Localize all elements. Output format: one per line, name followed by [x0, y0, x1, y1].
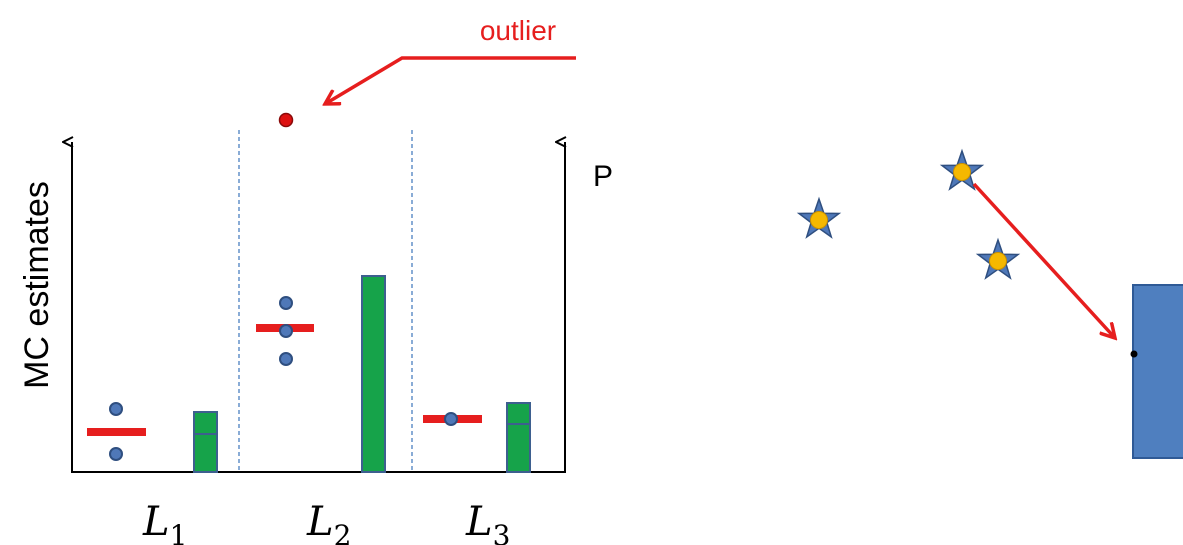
svg-text:L2: L2	[306, 499, 351, 545]
level-2-group	[256, 275, 386, 473]
probability-bar	[193, 411, 218, 473]
red-arrow	[972, 182, 1115, 338]
estimate-dot	[279, 352, 293, 366]
y-axis-label: MC estimates	[18, 181, 56, 389]
star-icon	[975, 237, 1021, 280]
svg-text:L1: L1	[142, 499, 187, 545]
level-subscript: 1	[170, 519, 188, 545]
level-label-2: L2	[306, 499, 351, 545]
level-1-group	[87, 402, 218, 473]
outlier-arrow	[325, 56, 576, 104]
svg-text:L3: L3	[465, 499, 510, 545]
level-label-1: L1	[142, 499, 187, 545]
level-label-3: L3	[465, 499, 510, 545]
estimate-dot	[444, 412, 458, 426]
outlier-label: outlier	[480, 15, 556, 46]
estimate-dot	[109, 402, 123, 416]
level-3-group	[423, 402, 531, 473]
level-name: L	[465, 499, 493, 545]
target-box	[1132, 284, 1183, 459]
estimate-dot	[279, 296, 293, 310]
level-name: L	[306, 499, 334, 545]
level-subscript: 2	[334, 519, 352, 545]
level-name: L	[142, 499, 170, 545]
probability-bar	[506, 402, 531, 473]
outlier-dot	[278, 112, 294, 128]
star-icon	[939, 148, 985, 191]
level-subscript: 3	[493, 519, 511, 545]
star-icon	[796, 196, 842, 239]
estimate-dot	[109, 447, 123, 461]
estimate-dot	[279, 324, 293, 338]
mean-bar	[87, 428, 146, 436]
right-axis-label: P	[593, 160, 613, 193]
target-point	[1130, 350, 1138, 358]
probability-bar	[361, 275, 386, 473]
